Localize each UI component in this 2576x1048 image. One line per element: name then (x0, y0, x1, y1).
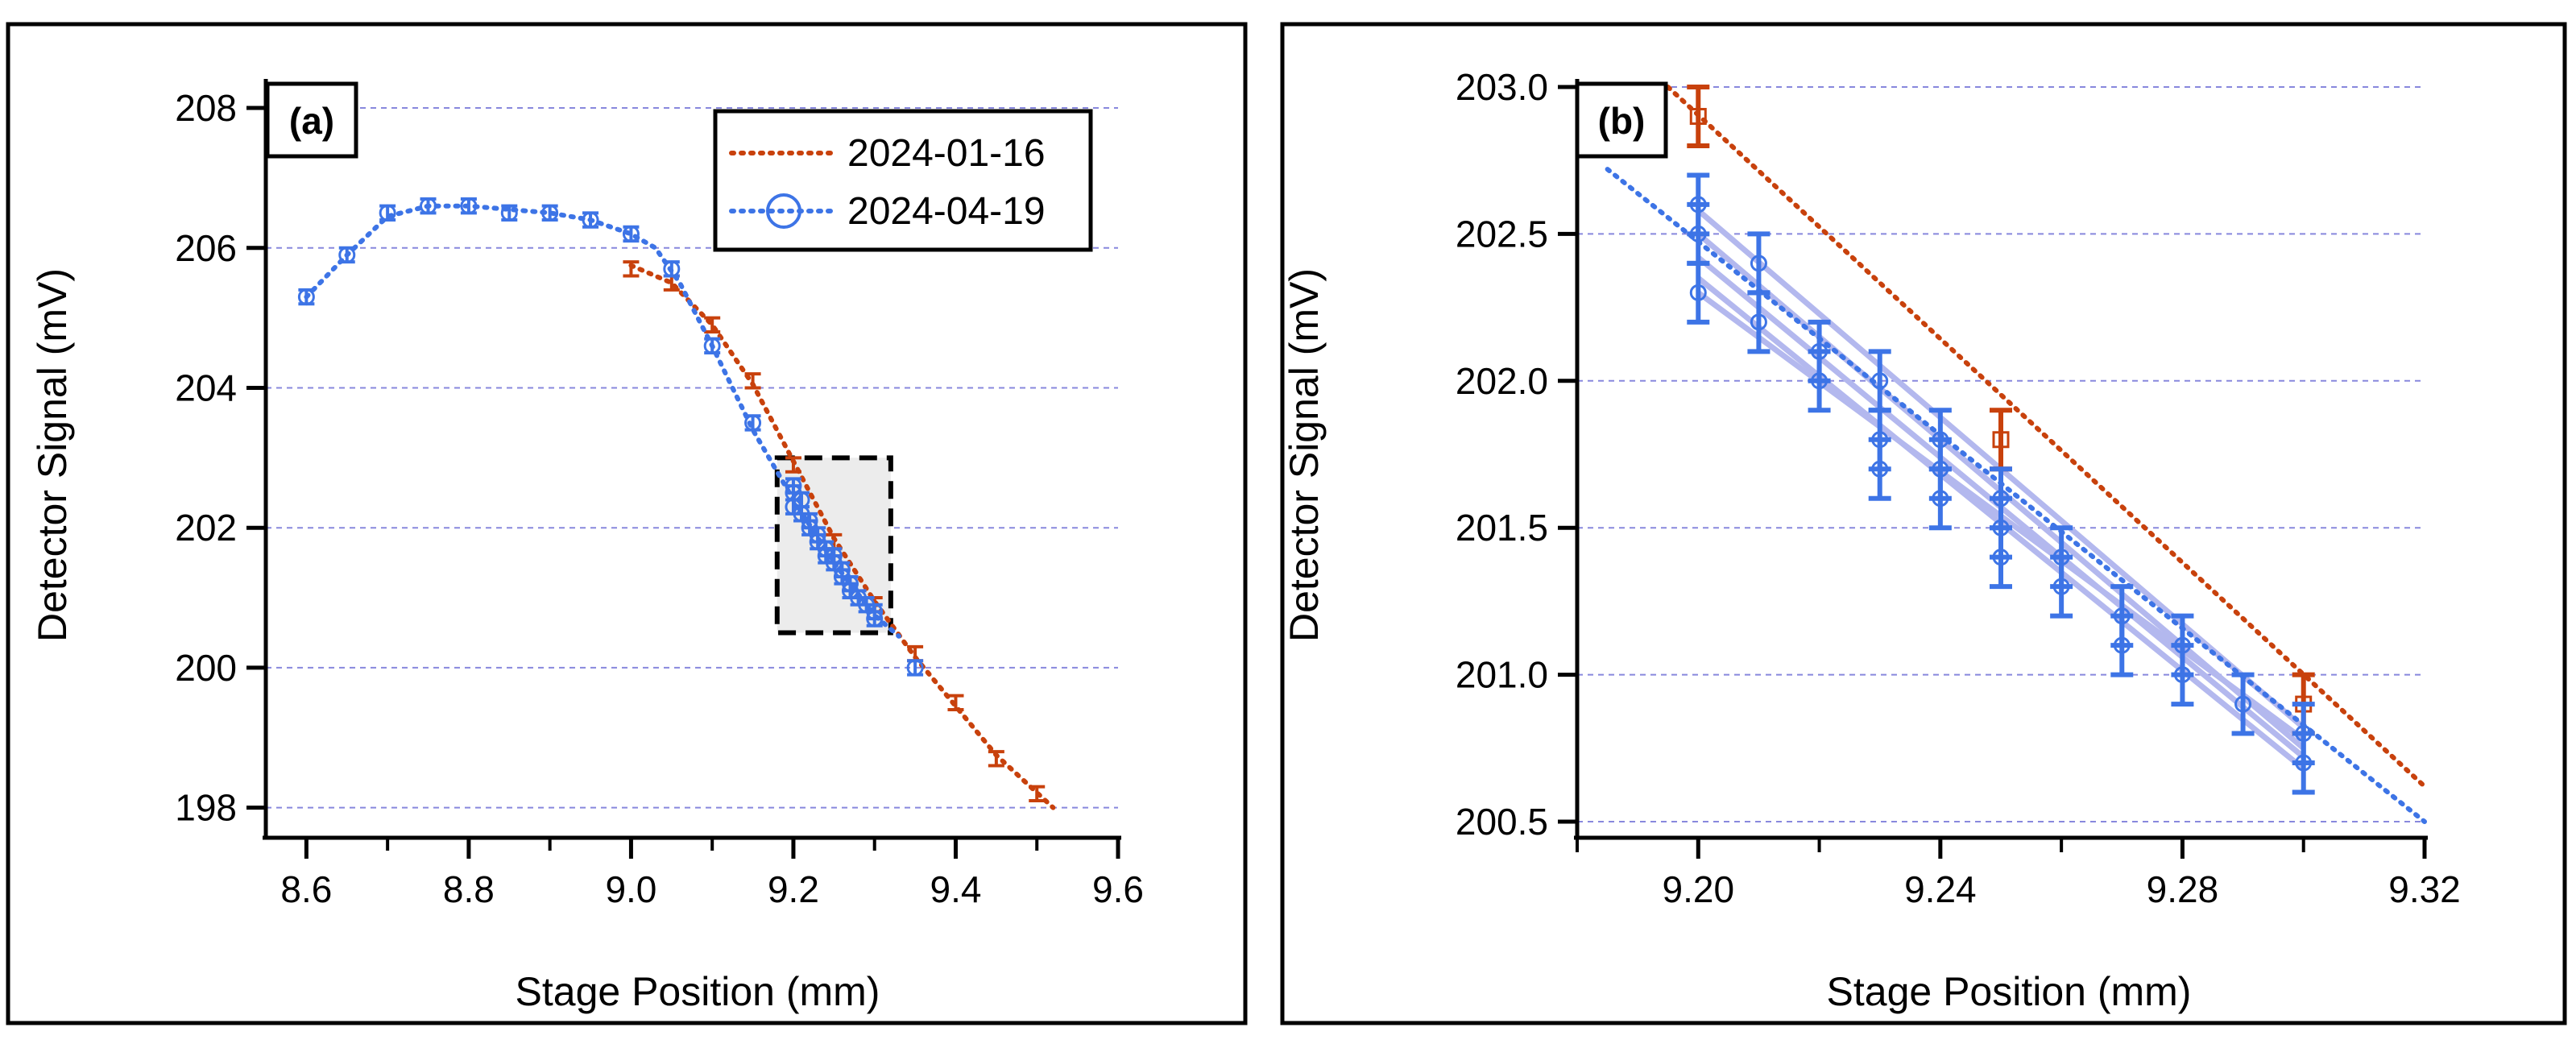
y-tick-label: 200.5 (1456, 801, 1548, 843)
data-point-2024-04-19 (622, 225, 640, 242)
panel-a-series (297, 197, 1056, 810)
data-point-2024-04-19 (2052, 578, 2070, 595)
x-tick-label: 9.0 (605, 868, 656, 910)
legend: 2024-01-16 2024-04-19 (713, 109, 1093, 252)
legend-label-2024-04-19: 2024-04-19 (847, 190, 1046, 233)
panel-b-series (1605, 85, 2427, 824)
panel-b-axes: 200.5 201.0 201.5 202.0 202.5 203.0 9.20 9.24 9.… (1456, 66, 2461, 910)
panel-a-x-axis-title: Stage Position (mm) (516, 969, 880, 1014)
panel-b-y-axis-title: Detector Signal (mV) (1282, 268, 1327, 642)
data-point-2024-04-19 (541, 204, 559, 222)
data-point-2024-04-19 (2234, 695, 2252, 713)
y-tick-label: 203.0 (1456, 66, 1548, 108)
y-tick-label: 198 (175, 787, 237, 829)
data-point-2024-01-16 (1689, 107, 1707, 125)
data-point-2024-04-19 (1992, 549, 2010, 566)
data-point-2024-04-19 (703, 337, 721, 354)
x-tick-label: 9.24 (1904, 868, 1977, 910)
data-point-2024-04-19 (460, 197, 478, 215)
panel-a: 198 200 202 204 206 208 8.6 8.8 9.0 9.2 9.4 9.6 (a)… (6, 22, 1248, 1025)
y-tick-label: 201.0 (1456, 654, 1548, 696)
data-point-2024-01-16 (1992, 431, 2010, 449)
x-tick-label: 9.28 (2147, 868, 2219, 910)
panel-a-tag: (a) (265, 81, 358, 159)
panel-a-label: (a) (289, 100, 334, 142)
x-tick-label: 9.6 (1092, 868, 1144, 910)
data-point-2024-04-19 (297, 288, 315, 306)
y-tick-label: 206 (175, 227, 237, 269)
series-line-2024-04-19 (1605, 167, 2427, 824)
data-point-2024-04-19 (1689, 284, 1707, 301)
x-tick-label: 9.4 (930, 868, 981, 910)
y-tick-label: 201.5 (1456, 507, 1548, 549)
panel-a-axes: 198 200 202 204 206 208 8.6 8.8 9.0 9.2 9.4 9.6 (175, 79, 1144, 910)
data-point-2024-04-19 (1932, 490, 1949, 507)
panel-b-frame (1280, 22, 2567, 1025)
data-point-2024-04-19 (379, 204, 396, 222)
series-line-2024-01-16 (1665, 85, 2427, 789)
y-tick-label: 208 (175, 87, 237, 129)
data-point-2024-04-19 (866, 610, 884, 628)
panel-b: 200.5 201.0 201.5 202.0 202.5 203.0 9.20 9.24 9.… (1280, 22, 2567, 1025)
data-point-2024-04-19 (906, 659, 924, 677)
data-point-2024-04-19 (338, 246, 356, 263)
panel-b-label: (b) (1598, 100, 1646, 142)
data-point-2024-04-19 (2295, 754, 2313, 772)
y-tick-label: 204 (175, 367, 237, 408)
x-tick-label: 8.6 (280, 868, 332, 910)
panel-a-y-axis-title: Detector Signal (mV) (30, 268, 75, 642)
data-point-2024-04-19 (663, 260, 681, 278)
y-tick-label: 202 (175, 507, 237, 549)
data-point-2024-04-19 (1811, 372, 1828, 390)
legend-label-2024-01-16: 2024-01-16 (847, 132, 1046, 175)
panel-a-frame (6, 22, 1248, 1025)
data-point-2024-04-19 (2173, 666, 2191, 684)
data-point-2024-04-19 (1871, 460, 1889, 478)
x-tick-label: 9.20 (1663, 868, 1735, 910)
legend-marker-2024-04-19 (766, 193, 801, 229)
y-tick-label: 200 (175, 647, 237, 689)
panel-b-x-axis-title: Stage Position (mm) (1827, 969, 2192, 1014)
data-point-2024-04-19 (1750, 313, 1767, 331)
data-point-2024-04-19 (2113, 636, 2131, 654)
data-point-2024-04-19 (1689, 225, 1707, 242)
x-tick-label: 9.32 (2388, 868, 2461, 910)
data-point-2024-04-19 (744, 414, 762, 432)
data-point-2024-04-19 (1871, 372, 1889, 390)
data-point-2024-04-19 (582, 211, 599, 229)
x-tick-label: 8.8 (443, 868, 495, 910)
data-point-2024-04-19 (420, 197, 437, 215)
panel-b-tag: (b) (1575, 81, 1668, 159)
data-point-2024-04-19 (500, 204, 518, 222)
data-point-2024-04-19 (1750, 255, 1767, 272)
y-tick-label: 202.0 (1456, 360, 1548, 402)
x-tick-label: 9.2 (768, 868, 819, 910)
y-tick-label: 202.5 (1456, 213, 1548, 255)
